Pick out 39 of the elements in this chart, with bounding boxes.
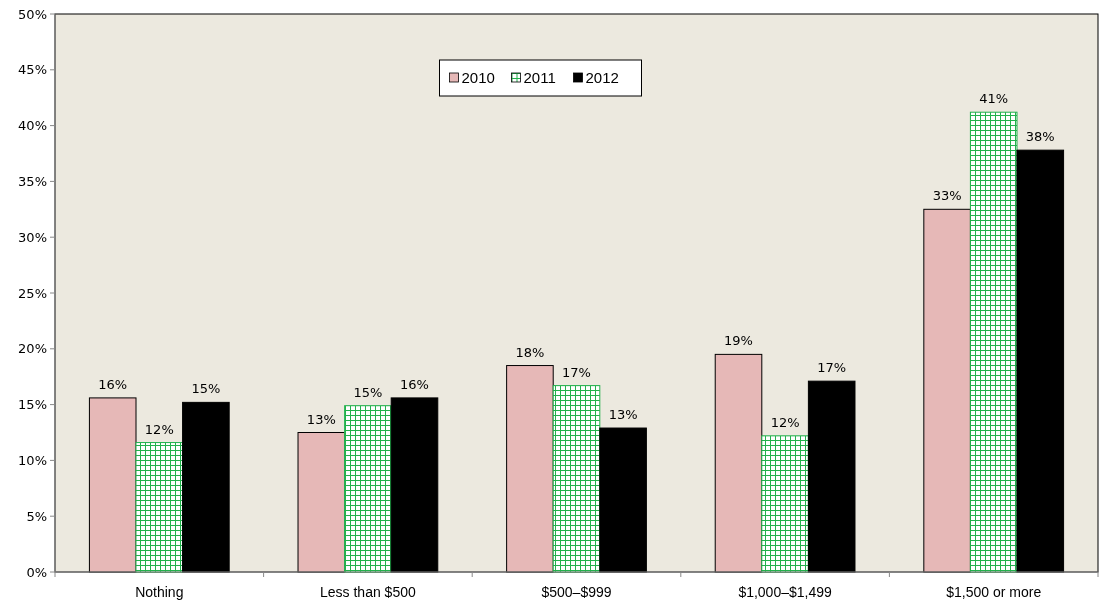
data-label: 12%: [770, 414, 800, 430]
bar: [135, 442, 184, 573]
x-tick-label: Less than $500: [320, 583, 416, 600]
x-tick-label: Nothing: [135, 583, 184, 600]
data-label: 19%: [724, 333, 753, 349]
data-label: 41%: [979, 91, 1009, 107]
data-label: 18%: [515, 344, 545, 360]
y-tick-label: 50%: [18, 6, 47, 22]
data-label: 12%: [144, 421, 174, 437]
data-label: 16%: [400, 376, 429, 392]
data-label: 17%: [817, 360, 847, 376]
data-label: 15%: [191, 381, 221, 397]
y-tick-label: 25%: [18, 285, 47, 301]
data-label: 33%: [932, 188, 962, 204]
legend-label: 2012: [585, 69, 619, 87]
data-label: 38%: [1025, 129, 1055, 145]
legend-label: 2011: [523, 69, 556, 87]
bar: [969, 111, 1018, 573]
legend-label: 2010: [461, 69, 495, 87]
data-label: 13%: [306, 411, 336, 427]
y-tick-label: 10%: [18, 452, 47, 468]
data-label: 17%: [562, 364, 591, 380]
y-tick-label: 15%: [18, 397, 47, 413]
y-tick-label: 30%: [18, 229, 47, 245]
bar: [761, 435, 809, 573]
y-tick-label: 0%: [26, 564, 47, 580]
y-tick-label: 35%: [18, 173, 47, 189]
bar: [344, 405, 392, 573]
x-tick-label: $500–$999: [541, 583, 612, 600]
data-label: 13%: [608, 407, 638, 423]
y-tick-label: 40%: [18, 118, 47, 134]
y-tick-label: 20%: [18, 341, 47, 357]
data-label: 15%: [353, 384, 383, 400]
bar: [552, 385, 601, 573]
y-tick-label: 45%: [18, 62, 47, 78]
data-label: 16%: [98, 376, 128, 392]
x-tick-label: $1,500 or more: [946, 583, 1042, 600]
x-tick-label: $1,000–$1,499: [738, 583, 833, 600]
y-tick-label: 5%: [26, 508, 47, 524]
